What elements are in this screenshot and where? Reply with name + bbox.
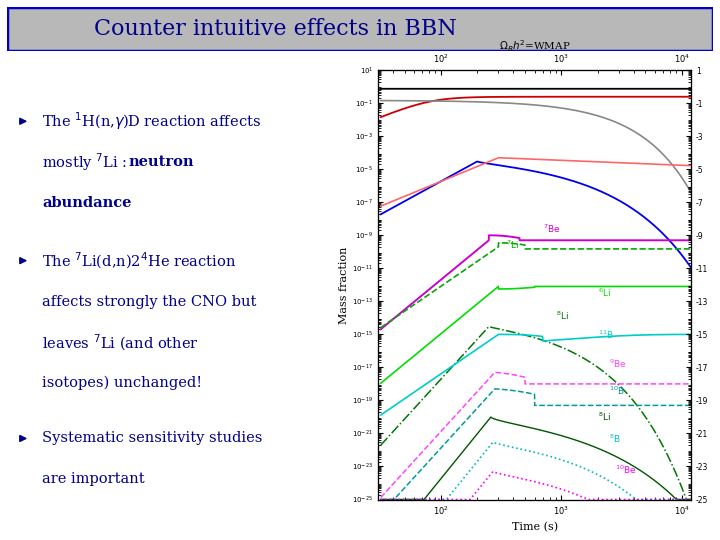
X-axis label: Time (s): Time (s)	[511, 522, 558, 532]
Text: $^8$B: $^8$B	[609, 432, 621, 444]
Text: The $^{7}$Li(d,n)2$^{4}$He reaction: The $^{7}$Li(d,n)2$^{4}$He reaction	[42, 251, 237, 271]
Text: $^6$Li: $^6$Li	[598, 287, 611, 299]
Text: mostly $^{7}$Li :: mostly $^{7}$Li :	[42, 151, 129, 173]
FancyBboxPatch shape	[7, 7, 713, 51]
Text: are important: are important	[42, 472, 145, 487]
Text: $^7$Be: $^7$Be	[543, 222, 560, 235]
Text: abundance: abundance	[42, 196, 132, 210]
Text: $^8$Li: $^8$Li	[556, 310, 569, 322]
Text: isotopes) unchanged!: isotopes) unchanged!	[42, 376, 202, 390]
Text: Systematic sensitivity studies: Systematic sensitivity studies	[42, 431, 263, 446]
Text: $^8$Li: $^8$Li	[598, 411, 611, 423]
Text: $^9$Be: $^9$Be	[609, 358, 627, 370]
Text: affects strongly the CNO but: affects strongly the CNO but	[42, 294, 257, 308]
Y-axis label: Mass fraction: Mass fraction	[339, 246, 349, 323]
Text: $^{10}$Be: $^{10}$Be	[615, 463, 636, 476]
Text: $^{10}$B: $^{10}$B	[609, 384, 625, 397]
Text: Counter intuitive effects in BBN: Counter intuitive effects in BBN	[94, 18, 456, 40]
Text: $^{11}$B: $^{11}$B	[598, 328, 613, 341]
Text: neutron: neutron	[129, 155, 194, 169]
Text: The $^{1}$H(n,$\gamma$)D reaction affects: The $^{1}$H(n,$\gamma$)D reaction affect…	[42, 111, 261, 132]
Text: leaves $^{7}$Li (and other: leaves $^{7}$Li (and other	[42, 332, 199, 353]
X-axis label: $\Omega_B h^2$=WMAP: $\Omega_B h^2$=WMAP	[499, 38, 570, 54]
Text: $^7$Li: $^7$Li	[506, 239, 520, 252]
